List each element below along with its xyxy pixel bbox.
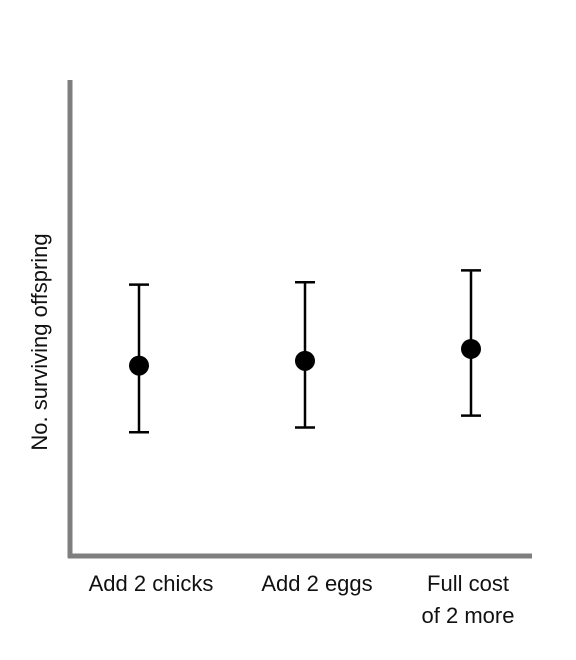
x-tick-labels: Add 2 chicks Add 2 eggs Full cost of 2 more — [89, 571, 515, 628]
data-point — [295, 350, 315, 371]
x-tick-label: Full cost of 2 more — [422, 571, 515, 628]
y-axis-label: No. surviving offspring — [27, 233, 52, 450]
data-point — [129, 355, 149, 376]
x-tick-label: Add 2 eggs — [261, 571, 372, 596]
plot-marks — [129, 269, 481, 434]
errorbar-point-1 — [129, 283, 149, 434]
x-tick-label: Add 2 chicks — [89, 571, 214, 596]
errorbar-point-3 — [461, 269, 481, 417]
errorbar-point-2 — [295, 281, 315, 429]
data-point — [461, 338, 481, 359]
